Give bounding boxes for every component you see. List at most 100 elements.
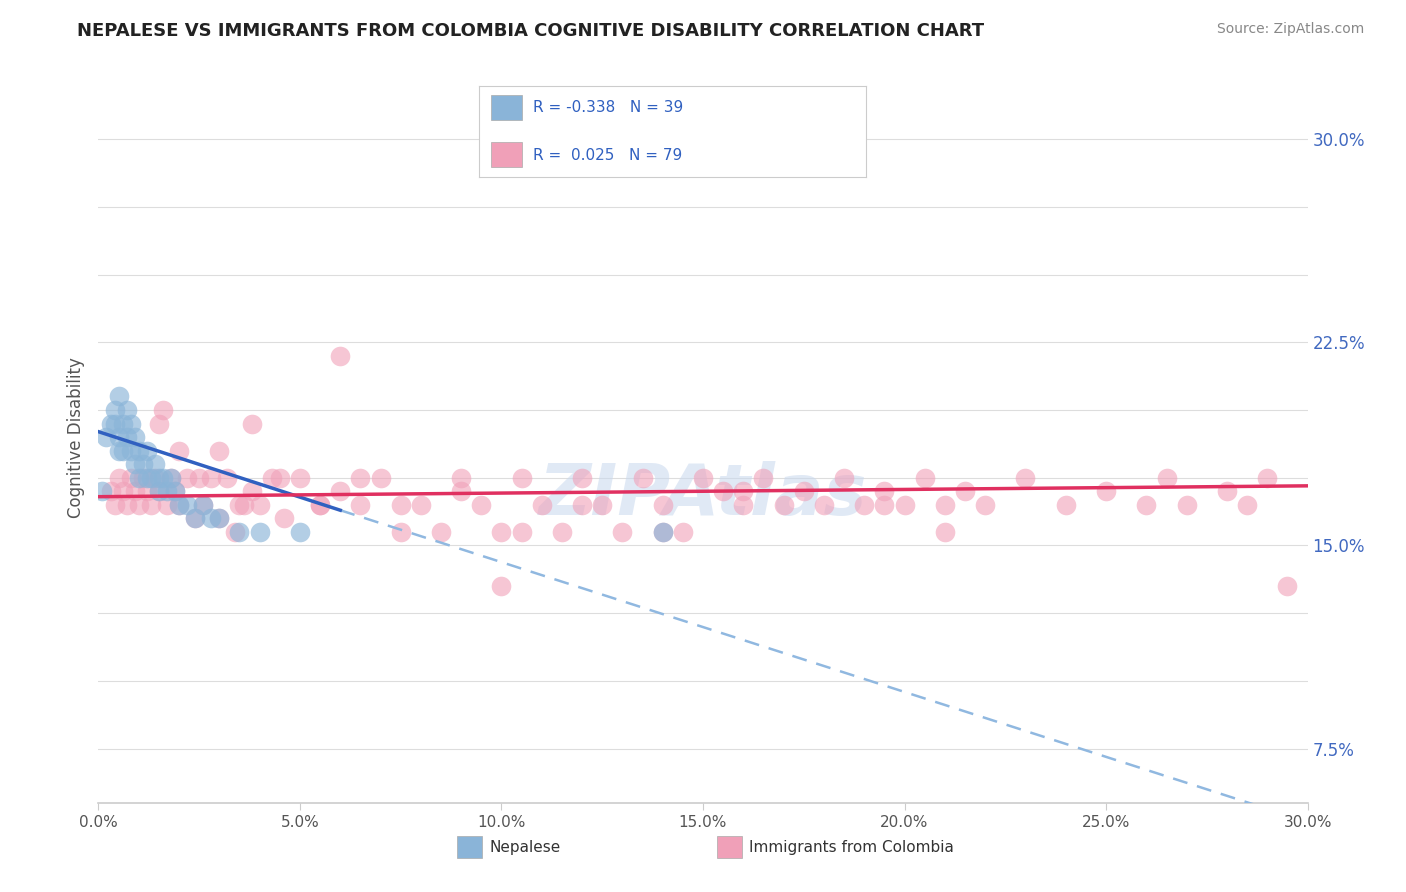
Point xyxy=(249,524,271,539)
Point xyxy=(1135,498,1157,512)
Point xyxy=(813,498,835,512)
Point xyxy=(148,484,170,499)
Point xyxy=(491,524,513,539)
Point xyxy=(115,430,138,444)
Point xyxy=(510,471,533,485)
Point xyxy=(193,498,215,512)
Point xyxy=(148,484,170,499)
Point xyxy=(124,430,146,444)
Point xyxy=(873,498,896,512)
Point xyxy=(107,471,129,485)
Point xyxy=(100,484,122,499)
Point xyxy=(832,471,855,485)
Point xyxy=(430,524,453,539)
Point xyxy=(135,443,157,458)
Point xyxy=(115,403,138,417)
Text: ZIPAtlas: ZIPAtlas xyxy=(538,461,868,530)
Point xyxy=(103,498,125,512)
Point xyxy=(124,457,146,471)
Point xyxy=(591,498,613,512)
Point xyxy=(135,471,157,485)
Point xyxy=(228,498,250,512)
Point xyxy=(349,471,371,485)
Point xyxy=(167,443,190,458)
Point xyxy=(269,471,291,485)
Point xyxy=(128,443,150,458)
Point xyxy=(470,498,492,512)
Point xyxy=(120,417,142,431)
Point xyxy=(510,524,533,539)
Y-axis label: Cognitive Disability: Cognitive Disability xyxy=(66,357,84,517)
Point xyxy=(208,443,231,458)
Point xyxy=(853,498,876,512)
Point xyxy=(934,498,956,512)
Point xyxy=(176,471,198,485)
Point xyxy=(329,349,352,363)
Point xyxy=(128,498,150,512)
Point xyxy=(167,498,190,512)
Text: NEPALESE VS IMMIGRANTS FROM COLOMBIA COGNITIVE DISABILITY CORRELATION CHART: NEPALESE VS IMMIGRANTS FROM COLOMBIA COG… xyxy=(77,22,984,40)
Point xyxy=(551,524,574,539)
Point xyxy=(349,498,371,512)
Point xyxy=(167,498,190,512)
Point xyxy=(309,498,332,512)
Point xyxy=(974,498,997,512)
Point xyxy=(530,498,553,512)
Point xyxy=(96,430,118,444)
Point xyxy=(217,471,239,485)
Point xyxy=(651,524,673,539)
Point xyxy=(184,511,207,525)
Point xyxy=(111,484,134,499)
Point xyxy=(914,471,936,485)
Point xyxy=(224,524,246,539)
Point xyxy=(148,417,170,431)
Point xyxy=(152,471,174,485)
Point xyxy=(107,389,129,403)
Point xyxy=(793,484,815,499)
Point xyxy=(934,524,956,539)
Point xyxy=(571,471,593,485)
Point xyxy=(107,430,129,444)
Point xyxy=(273,511,295,525)
Point xyxy=(91,484,114,499)
Text: Immigrants from Colombia: Immigrants from Colombia xyxy=(749,840,955,855)
Point xyxy=(491,579,513,593)
Text: Nepalese: Nepalese xyxy=(489,840,561,855)
Point xyxy=(132,471,155,485)
Point xyxy=(389,524,412,539)
Point xyxy=(733,484,755,499)
Point xyxy=(672,524,695,539)
Point xyxy=(772,498,794,512)
Point xyxy=(143,471,166,485)
Point xyxy=(631,471,654,485)
Point xyxy=(160,471,183,485)
Point xyxy=(873,484,896,499)
Point xyxy=(184,511,207,525)
Point xyxy=(450,484,472,499)
Point xyxy=(163,484,186,499)
Point xyxy=(132,457,155,471)
Point xyxy=(143,457,166,471)
Point xyxy=(1014,471,1036,485)
Point xyxy=(188,471,211,485)
Point xyxy=(651,498,673,512)
Point xyxy=(128,471,150,485)
Point xyxy=(120,471,142,485)
Point xyxy=(200,471,222,485)
Point xyxy=(200,511,222,525)
Point xyxy=(208,511,231,525)
Text: Source: ZipAtlas.com: Source: ZipAtlas.com xyxy=(1216,22,1364,37)
Point xyxy=(193,498,215,512)
Point xyxy=(120,443,142,458)
Point xyxy=(370,471,392,485)
Point xyxy=(208,511,231,525)
Point xyxy=(176,498,198,512)
Point xyxy=(1216,484,1239,499)
Point xyxy=(232,498,254,512)
Point xyxy=(1277,579,1299,593)
Point xyxy=(103,417,125,431)
Point xyxy=(288,524,311,539)
Point xyxy=(139,498,162,512)
Point xyxy=(1236,498,1258,512)
Point xyxy=(124,484,146,499)
